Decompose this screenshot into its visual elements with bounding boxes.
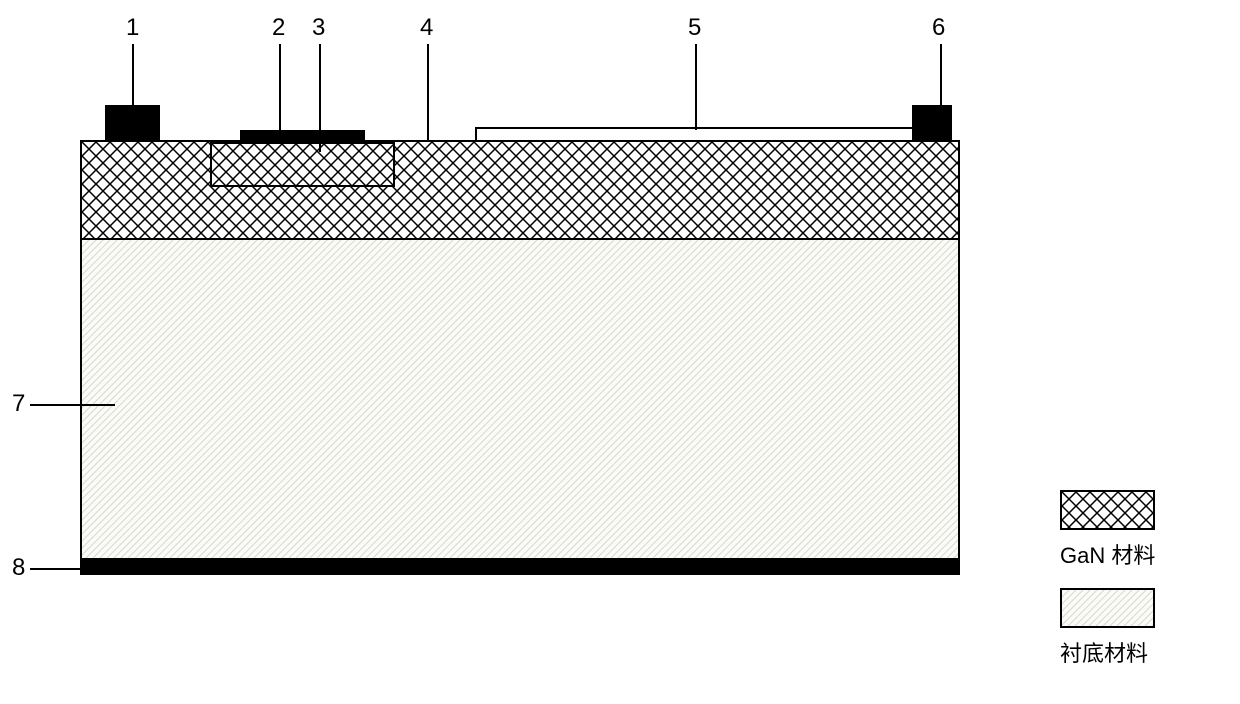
leader-5 <box>695 44 697 130</box>
electrode-6 <box>912 105 952 140</box>
leader-8 <box>30 568 80 570</box>
legend: GaN 材料 衬底材料 <box>1060 490 1185 686</box>
gan-layer <box>80 140 960 240</box>
label-4: 4 <box>420 14 433 42</box>
label-3: 3 <box>312 14 325 42</box>
electrode-2 <box>240 130 365 140</box>
legend-substrate-label: 衬底材料 <box>1060 636 1185 668</box>
label-1: 1 <box>126 14 139 42</box>
label-8: 8 <box>12 554 25 582</box>
substrate-layer <box>80 240 960 560</box>
label-6: 6 <box>932 14 945 42</box>
legend-gan-label: GaN 材料 <box>1060 538 1185 570</box>
device-cross-section <box>80 140 960 580</box>
region-3-outline <box>210 142 395 187</box>
substrate-fill <box>82 240 958 558</box>
leader-4 <box>427 44 429 142</box>
leader-3 <box>319 44 321 152</box>
leader-2 <box>279 44 281 132</box>
label-2: 2 <box>272 14 285 42</box>
legend-gan-swatch <box>1060 490 1155 530</box>
label-7: 7 <box>12 390 25 418</box>
leader-6 <box>940 44 942 106</box>
bottom-electrode <box>80 560 960 575</box>
leader-1 <box>132 44 134 106</box>
label-5: 5 <box>688 14 701 42</box>
electrode-1 <box>105 105 160 140</box>
legend-substrate-swatch <box>1060 588 1155 628</box>
leader-7 <box>30 404 115 406</box>
